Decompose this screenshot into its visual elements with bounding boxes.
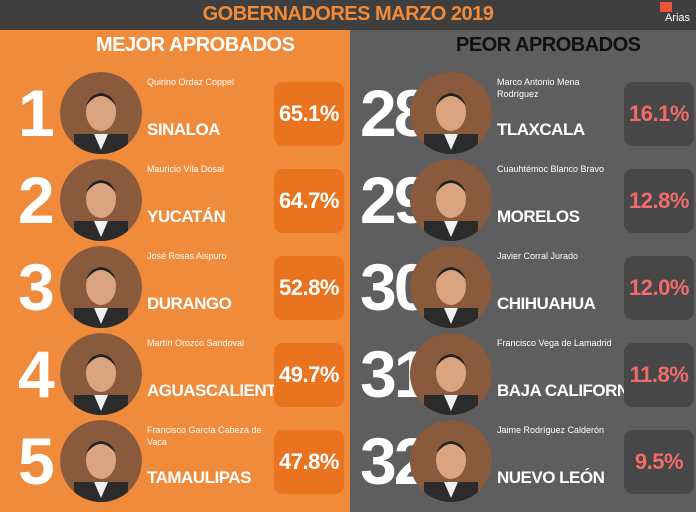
rank: 2 xyxy=(18,163,55,237)
worst-title: PEOR APROBADOS xyxy=(456,34,641,56)
rank: 4 xyxy=(18,337,55,411)
state: YUCATÁN xyxy=(147,207,226,226)
state: DURANGO xyxy=(147,294,232,313)
approval: 47.8% xyxy=(274,430,344,494)
rank: 3 xyxy=(18,250,55,324)
best-title: MEJOR APROBADOS xyxy=(96,34,295,56)
governor-name: José Rosas Aispuro xyxy=(147,251,227,261)
state: SINALOA xyxy=(147,120,221,139)
photo xyxy=(60,159,142,241)
photo xyxy=(410,72,492,154)
photo xyxy=(410,420,492,502)
photo xyxy=(60,72,142,154)
photo xyxy=(60,333,142,415)
rank: 5 xyxy=(18,424,55,498)
approval: 16.1% xyxy=(624,82,694,146)
photo xyxy=(410,333,492,415)
logo: Arias xyxy=(664,12,690,24)
photo xyxy=(60,420,142,502)
rank: 1 xyxy=(18,76,55,150)
approval: 49.7% xyxy=(274,343,344,407)
approval: 9.5% xyxy=(624,430,694,494)
photo xyxy=(410,159,492,241)
approval: 52.8% xyxy=(274,256,344,320)
title: GOBERNADORES MARZO 2019 xyxy=(202,3,494,25)
governor-name: Quirino Ordaz Coppel xyxy=(147,77,235,87)
approval: 65.1% xyxy=(274,82,344,146)
governor-name: Marco Antonio Mena Rodríguez xyxy=(497,77,580,99)
governor-name: Mauricio Vila Dosal xyxy=(147,164,224,174)
approval: 12.0% xyxy=(624,256,694,320)
governor-name: Cuauhtémoc Blanco Bravo xyxy=(497,164,605,174)
photo xyxy=(60,246,142,328)
top-bar: GOBERNADORES MARZO 2019 Arias xyxy=(0,0,696,30)
governor-name: Martín Orozco Sandoval xyxy=(147,338,245,348)
state: MORELOS xyxy=(497,207,580,226)
approval: 12.8% xyxy=(624,169,694,233)
governor-name: Jaime Rodríguez Calderón xyxy=(497,425,605,435)
photo xyxy=(410,246,492,328)
state: TLAXCALA xyxy=(497,120,585,139)
governor-name: Javier Corral Jurado xyxy=(497,251,579,261)
state: TAMAULIPAS xyxy=(147,468,251,487)
logo-mark xyxy=(660,2,672,12)
approval: 11.8% xyxy=(624,343,694,407)
governor-name: Francisco García Cabeza de Vaca xyxy=(147,425,262,447)
state: BAJA CALIFORNIA xyxy=(497,381,645,400)
governor-name: Francisco Vega de Lamadrid xyxy=(497,338,612,348)
state: AGUASCALIENTES xyxy=(147,381,298,400)
state: CHIHUAHUA xyxy=(497,294,596,313)
state: NUEVO LEÓN xyxy=(497,468,605,487)
approval: 64.7% xyxy=(274,169,344,233)
